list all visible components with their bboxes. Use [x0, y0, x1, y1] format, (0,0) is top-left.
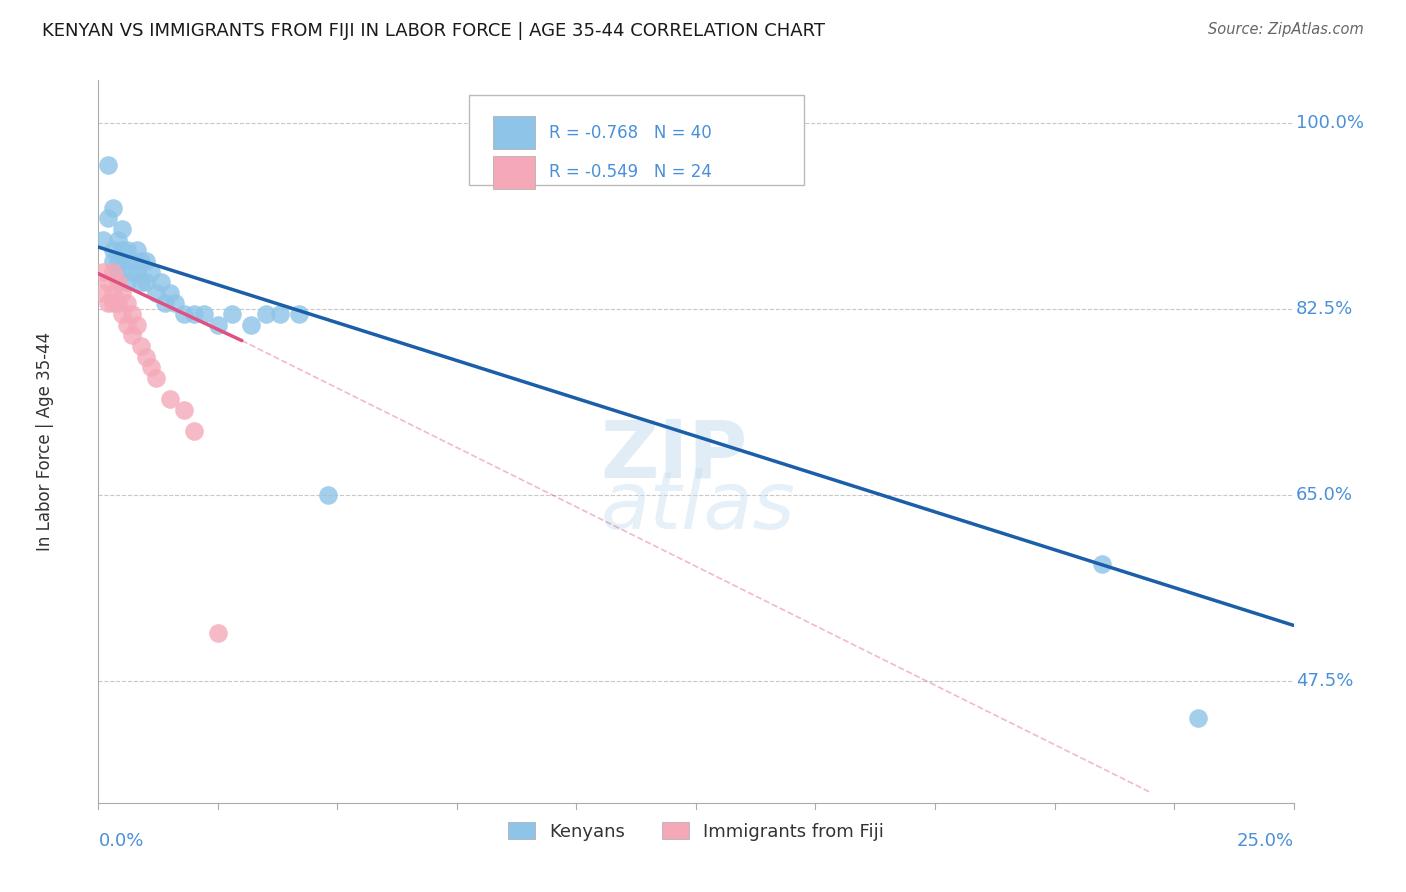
- Point: [155, 296, 177, 310]
- Point: [269, 307, 291, 321]
- Text: 100.0%: 100.0%: [1296, 114, 1364, 132]
- Point: [131, 275, 153, 289]
- Point: [121, 264, 143, 278]
- Point: [145, 371, 167, 385]
- Point: [97, 296, 120, 310]
- Point: [125, 318, 148, 332]
- Point: [173, 402, 195, 417]
- Point: [125, 244, 148, 258]
- Point: [193, 307, 215, 321]
- Point: [107, 264, 129, 278]
- Point: [97, 275, 120, 289]
- FancyBboxPatch shape: [494, 117, 534, 149]
- Point: [107, 254, 129, 268]
- Text: atlas: atlas: [600, 467, 796, 546]
- Point: [135, 275, 157, 289]
- Point: [131, 254, 153, 268]
- Point: [316, 488, 339, 502]
- Point: [121, 328, 143, 343]
- Text: 25.0%: 25.0%: [1236, 831, 1294, 850]
- Text: 0.0%: 0.0%: [98, 831, 143, 850]
- Point: [91, 264, 114, 278]
- Point: [91, 233, 114, 247]
- Point: [159, 285, 181, 300]
- Text: R = -0.549   N = 24: R = -0.549 N = 24: [548, 163, 711, 181]
- Point: [135, 350, 157, 364]
- Point: [107, 275, 129, 289]
- Point: [107, 296, 129, 310]
- Text: In Labor Force | Age 35-44: In Labor Force | Age 35-44: [35, 332, 53, 551]
- Point: [183, 307, 205, 321]
- Point: [115, 275, 138, 289]
- Point: [91, 285, 114, 300]
- Point: [207, 318, 229, 332]
- Text: ZIP: ZIP: [600, 417, 748, 495]
- Point: [107, 233, 129, 247]
- Point: [173, 307, 195, 321]
- Point: [101, 201, 124, 215]
- Point: [221, 307, 243, 321]
- Point: [163, 296, 186, 310]
- Text: 47.5%: 47.5%: [1296, 672, 1354, 690]
- Point: [115, 244, 138, 258]
- Point: [125, 264, 148, 278]
- Point: [149, 275, 172, 289]
- Point: [288, 307, 311, 321]
- FancyBboxPatch shape: [494, 156, 534, 189]
- Point: [97, 211, 120, 226]
- Text: Source: ZipAtlas.com: Source: ZipAtlas.com: [1208, 22, 1364, 37]
- Point: [121, 307, 143, 321]
- Point: [97, 158, 120, 172]
- Point: [115, 296, 138, 310]
- Point: [111, 244, 134, 258]
- Text: 65.0%: 65.0%: [1296, 485, 1353, 504]
- Point: [111, 254, 134, 268]
- Point: [121, 254, 143, 268]
- Point: [254, 307, 277, 321]
- Point: [240, 318, 263, 332]
- Point: [135, 254, 157, 268]
- Point: [101, 296, 124, 310]
- Legend: Kenyans, Immigrants from Fiji: Kenyans, Immigrants from Fiji: [501, 815, 891, 848]
- Text: R = -0.768   N = 40: R = -0.768 N = 40: [548, 124, 711, 142]
- Point: [101, 285, 124, 300]
- Text: KENYAN VS IMMIGRANTS FROM FIJI IN LABOR FORCE | AGE 35-44 CORRELATION CHART: KENYAN VS IMMIGRANTS FROM FIJI IN LABOR …: [42, 22, 825, 40]
- Point: [101, 254, 124, 268]
- Point: [183, 424, 205, 438]
- Point: [101, 264, 124, 278]
- Point: [1091, 557, 1114, 571]
- Point: [111, 222, 134, 236]
- Point: [139, 264, 162, 278]
- Point: [101, 244, 124, 258]
- Point: [139, 360, 162, 375]
- Point: [1187, 711, 1209, 725]
- Point: [111, 285, 134, 300]
- Point: [131, 339, 153, 353]
- Point: [115, 318, 138, 332]
- Point: [207, 625, 229, 640]
- Point: [145, 285, 167, 300]
- FancyBboxPatch shape: [470, 95, 804, 185]
- Text: 82.5%: 82.5%: [1296, 300, 1353, 318]
- Point: [159, 392, 181, 406]
- Point: [111, 307, 134, 321]
